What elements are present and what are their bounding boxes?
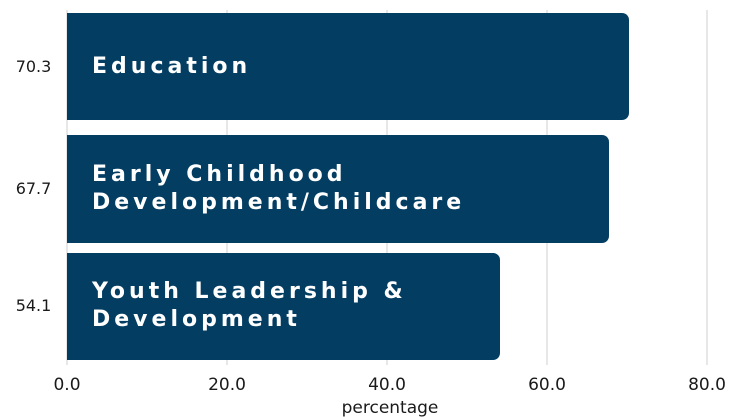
category-label: Early Childhood Development/Childcare — [92, 161, 466, 215]
x-tick-label: 60.0 — [528, 375, 566, 395]
x-axis-label: percentage — [342, 398, 439, 417]
x-tick-label: 20.0 — [208, 375, 246, 395]
category-label: Youth Leadership & Development — [92, 279, 407, 333]
x-tick-label: 80.0 — [688, 375, 726, 395]
bar: Education — [67, 13, 630, 121]
value-label: 70.3 — [15, 56, 52, 76]
x-tick-label: 40.0 — [368, 375, 406, 395]
category-label: Education — [92, 53, 252, 79]
bar: Early Childhood Development/Childcare — [67, 135, 609, 243]
x-tick-label: 0.0 — [53, 375, 80, 395]
value-label: 67.7 — [15, 179, 52, 198]
bar: Youth Leadership & Development — [67, 252, 500, 360]
value-label: 54.1 — [15, 296, 52, 316]
